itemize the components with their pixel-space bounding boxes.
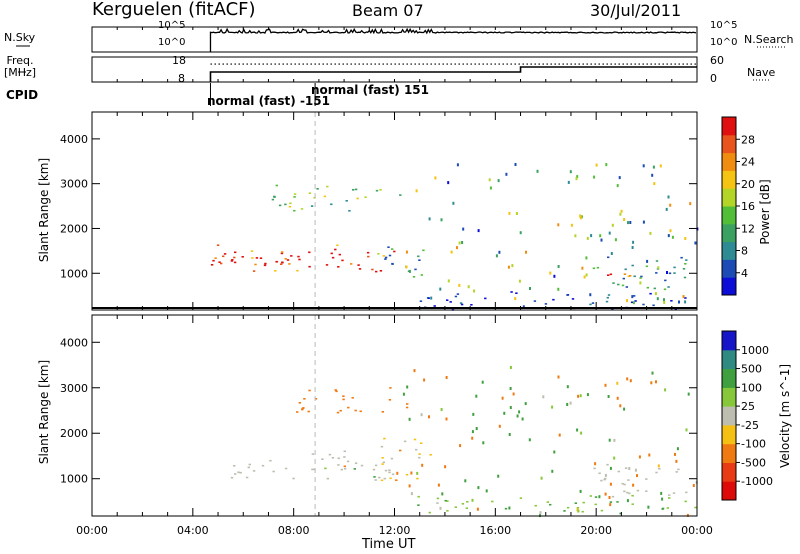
xtick-label-4: 12:00 [379, 524, 411, 537]
noise-ytick-left-top: 10^5 [158, 20, 186, 31]
velocity-colorbar-tick-7: -500 [741, 456, 766, 469]
freq-panel-frame [91, 56, 698, 83]
power-ytick-4: 4000 [60, 133, 88, 146]
velocity-scatter [230, 366, 698, 518]
nave-ytick-top: 60 [710, 54, 724, 67]
noise-ylabel-left: N.Sky [4, 31, 36, 44]
velocity-colorbar-tick-1: 1000 [741, 344, 769, 357]
velocity-colorbar-tick-3: 100 [741, 381, 762, 394]
power-ytick-3: 3000 [60, 178, 88, 191]
power-colorbar-tick-7: 28 [741, 133, 755, 146]
velocity-colorbar-tick-4: 25 [741, 400, 755, 413]
velocity-ytick-3: 3000 [60, 382, 88, 395]
noise-ylabel-right: N.Search [744, 33, 794, 46]
xtick-label-1: 00:00 [76, 524, 108, 537]
cpid-entry-1: normal (fast) -151 [207, 94, 330, 108]
power-colorbar-tick-4: 16 [741, 200, 755, 213]
power-scatter [210, 163, 699, 311]
velocity-colorbar-tick-8: -1000 [741, 475, 773, 488]
xtick-label-7: 00:00 [681, 524, 713, 537]
noise-panel-frame [91, 26, 698, 53]
velocity-colorbar-tick-2: 500 [741, 363, 762, 376]
power-ytick-1: 1000 [60, 267, 88, 280]
velocity-colorbar-frame [721, 330, 737, 501]
velocity-ytick-2: 2000 [60, 427, 88, 440]
freq-series-line [209, 66, 697, 82]
power-ytick-2: 2000 [60, 222, 88, 235]
xtick-label-5: 16:00 [479, 524, 511, 537]
x-axis-label: Time UT [362, 537, 416, 552]
freq-ytick-top: 18 [172, 54, 186, 67]
nsky-series-line [209, 27, 697, 52]
chart-title: Kerguelen (fitACF) [92, 0, 256, 20]
velocity-colorbar-tick-6: -100 [741, 438, 766, 451]
cpid-label: CPID [6, 88, 39, 102]
xtick-label-3: 08:00 [278, 524, 310, 537]
noise-ytick-left-bottom: 10^0 [158, 37, 186, 48]
velocity-ytick-1: 1000 [60, 473, 88, 486]
noise-ytick-right-top: 10^5 [710, 20, 738, 31]
noise-ytick-right-bottom: 10^0 [710, 37, 738, 48]
nave-ytick-bottom: 0 [710, 72, 717, 85]
power-colorbar-tick-5: 20 [741, 178, 755, 191]
power-panel-frame [91, 111, 698, 311]
power-colorbar-tick-1: 4 [741, 267, 748, 280]
power-colorbar-tick-6: 24 [741, 156, 755, 169]
date-label: 30/Jul/2011 [590, 1, 682, 20]
beam-label: Beam 07 [352, 1, 424, 20]
velocity-ytick-4: 4000 [60, 336, 88, 349]
freq-ytick-bottom: 8 [178, 72, 185, 85]
xtick-label-2: 04:00 [177, 524, 209, 537]
power-colorbar-tick-3: 12 [741, 222, 755, 235]
cpid-entry-2: normal (fast) 151 [311, 83, 429, 97]
velocity-panel-frame [91, 314, 698, 517]
xtick-label-6: 20:00 [580, 524, 612, 537]
velocity-colorbar-tick-5: -25 [741, 419, 759, 432]
nave-ylabel: Nave [747, 66, 776, 79]
power-colorbar-tick-2: 8 [741, 245, 748, 258]
